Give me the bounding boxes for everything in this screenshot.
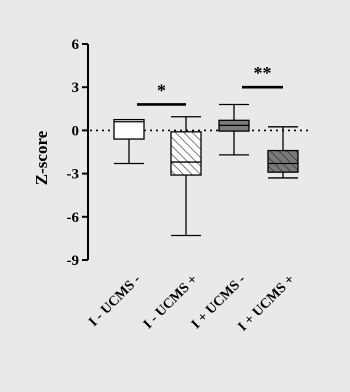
significance-markers: *** [137,63,283,106]
box-4-iqr [267,149,299,173]
significance-label-2: ** [254,63,272,83]
y-tick-label-4: -6 [67,210,80,226]
box-3 [218,103,250,156]
y-tick-label-2: 0 [72,123,80,139]
x-category-label-1: I - UCMS - [86,272,144,330]
y-tick-label-0: 6 [72,37,80,53]
y-axis-label: Z-score [32,130,51,185]
box-4 [267,126,299,179]
y-axis-ticks: 6 3 0 -3 -6 -9 [67,37,88,269]
box-2 [170,116,202,237]
box-1 [113,118,145,165]
x-category-labels: I - UCMS -I - UCMS +I + UCMS -I + UCMS + [86,272,298,335]
y-tick-label-1: 3 [72,80,80,96]
box-series [113,103,299,237]
y-tick-label-5: -9 [67,253,80,269]
box-2-iqr [170,131,202,176]
box-1-iqr [113,118,145,140]
significance-label-1: * [157,80,166,100]
y-tick-label-3: -3 [67,167,80,183]
